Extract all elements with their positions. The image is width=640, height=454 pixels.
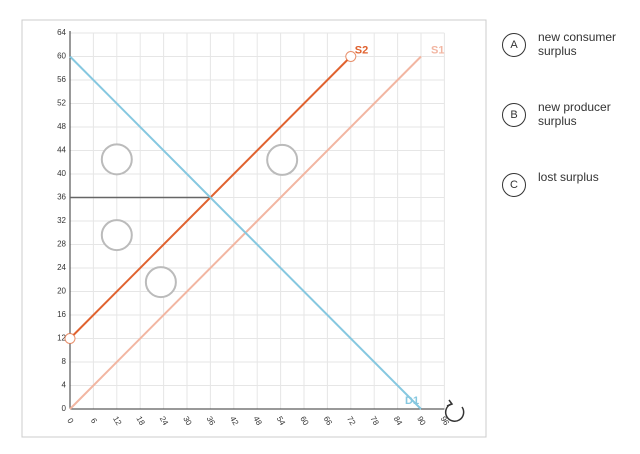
- y-tick-label: 8: [62, 357, 67, 366]
- drop-target[interactable]: [100, 143, 133, 176]
- series-label: S2: [355, 44, 368, 56]
- y-tick-label: 36: [57, 193, 66, 202]
- option-label: lost surplus: [538, 170, 599, 184]
- y-tick-label: 60: [57, 52, 66, 61]
- x-tick-label: 0: [65, 417, 75, 426]
- option-letter: B: [502, 103, 526, 127]
- y-tick-label: 52: [57, 99, 66, 108]
- y-tick-label: 56: [57, 75, 66, 84]
- y-tick-label: 32: [57, 216, 66, 225]
- drop-target[interactable]: [144, 266, 177, 299]
- reset-button[interactable]: [444, 399, 465, 422]
- y-tick-label: 20: [57, 287, 66, 296]
- series-line: [69, 55, 422, 410]
- y-tick-label: 44: [57, 146, 66, 155]
- y-tick-label: 4: [62, 381, 67, 390]
- series-label: S1: [431, 44, 444, 56]
- reset-icon: [444, 403, 465, 422]
- chart-frame: [21, 19, 487, 438]
- y-tick-label: 16: [57, 310, 66, 319]
- option-letter: C: [502, 173, 526, 197]
- y-tick-label: 12: [57, 334, 66, 343]
- y-tick-label: 40: [57, 169, 66, 178]
- x-tick-label: 6: [89, 417, 99, 426]
- y-tick-label: 64: [57, 28, 66, 37]
- point-handle[interactable]: [64, 333, 76, 344]
- option-label: new producer surplus: [538, 100, 611, 128]
- point-handle[interactable]: [345, 51, 357, 62]
- option-letter: A: [502, 33, 526, 57]
- y-tick-label: 0: [62, 404, 67, 413]
- drop-target[interactable]: [100, 219, 133, 252]
- reset-arrow: [446, 399, 454, 407]
- y-tick-label: 24: [57, 263, 66, 272]
- option-label: new consumer surplus: [538, 30, 617, 58]
- y-tick-label: 28: [57, 240, 66, 249]
- drop-target[interactable]: [266, 143, 299, 176]
- series-label: D1: [405, 395, 419, 407]
- y-tick-label: 48: [57, 122, 66, 131]
